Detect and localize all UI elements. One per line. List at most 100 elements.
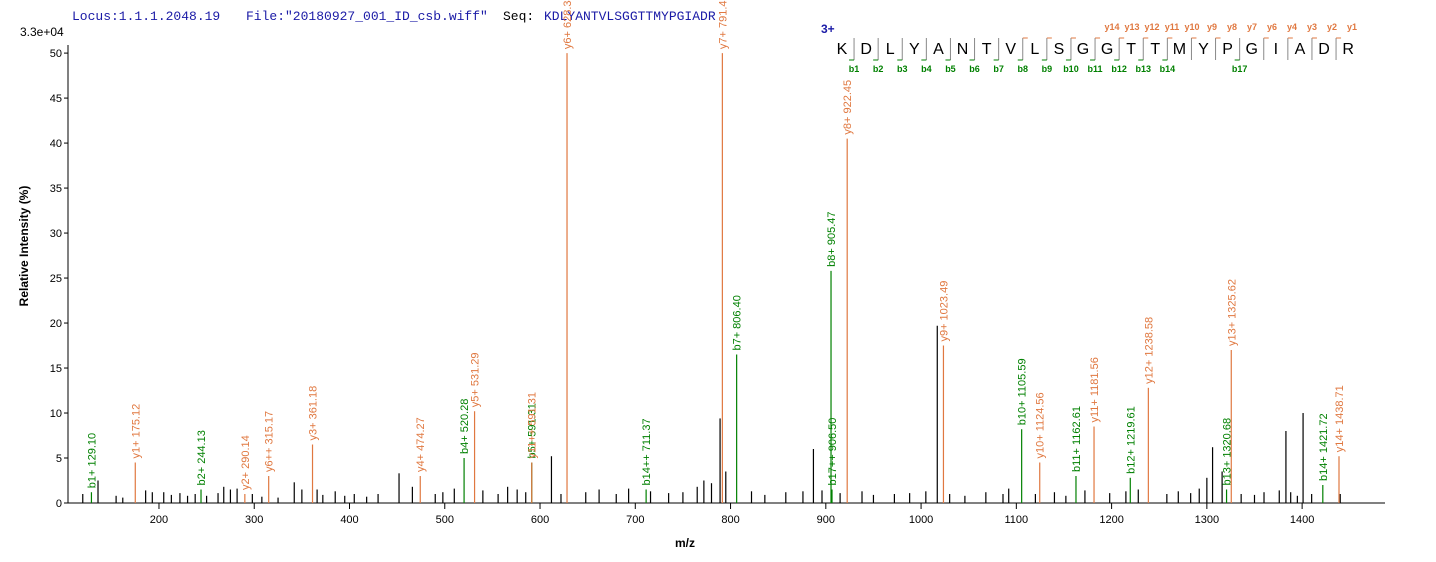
charge: 3+ [821, 22, 835, 36]
y-tick-label: 25 [50, 273, 62, 285]
y-tick-label: 40 [50, 138, 62, 150]
residue: V [1005, 41, 1016, 58]
peak-label: b1+ 129.10 [86, 433, 98, 488]
locus: Locus:1.1.1.2048.19 [72, 9, 220, 24]
x-tick-label: 1400 [1290, 514, 1314, 526]
residue: N [957, 41, 969, 58]
y-ion: y12 [1144, 22, 1159, 32]
peak-label: y3+ 361.18 [308, 386, 320, 441]
peak-label: y13+ 1325.62 [1226, 279, 1238, 346]
peak-label: y14+ 1438.71 [1334, 385, 1346, 452]
residue: R [1342, 41, 1354, 58]
b-ion: b6 [969, 64, 980, 74]
b-ion: b8 [1017, 64, 1028, 74]
residue: D [860, 41, 872, 58]
seq: KDLYANTVLSGGTTMYPGIADR [544, 9, 716, 24]
b-ion: b4 [921, 64, 932, 74]
peak-label: y7+ 791.41 [717, 0, 729, 49]
residue: Y [1198, 41, 1209, 58]
y-tick-label: 5 [56, 453, 62, 465]
peak-label: y5+ 531.29 [470, 352, 482, 407]
peak-label: b13+ 1320.68 [1222, 418, 1234, 486]
x-axis-label: m/z [675, 536, 695, 550]
residue: P [1222, 41, 1233, 58]
peak-label: b10+ 1105.59 [1017, 358, 1029, 425]
peak-label: y11++ 591.31 [527, 392, 539, 458]
peak-label: y6+ 628.34 [562, 0, 574, 49]
y-tick-label: 30 [50, 228, 62, 240]
y-ion: y3 [1307, 22, 1317, 32]
peak-label: y11+ 1181.56 [1089, 357, 1101, 422]
residue: A [933, 41, 944, 58]
x-tick-label: 1100 [1005, 514, 1029, 526]
peak-label: y9+ 1023.49 [938, 281, 950, 342]
peak-label: b11+ 1162.61 [1071, 406, 1083, 472]
peak-label: y6++ 315.17 [264, 411, 276, 472]
peak-label: y10+ 1124.56 [1035, 392, 1047, 458]
x-tick-label: 800 [721, 514, 739, 526]
residue: G [1245, 41, 1257, 58]
peak-label: b12+ 1219.61 [1125, 406, 1137, 474]
residue: T [1126, 41, 1136, 58]
x-tick-label: 500 [436, 514, 454, 526]
residue: G [1077, 41, 1089, 58]
peak-label: y12+ 1238.58 [1143, 317, 1155, 384]
y-ion: y11 [1165, 22, 1180, 32]
residue: L [886, 41, 895, 58]
peak-label: b17++ 906.50 [827, 418, 839, 486]
y-ion: y6 [1267, 22, 1277, 32]
y-tick-label: 45 [50, 93, 62, 105]
b-ion: b7 [993, 64, 1004, 74]
peak-label: b14++ 711.37 [641, 418, 653, 485]
x-tick-label: 1300 [1195, 514, 1219, 526]
residue: G [1101, 41, 1113, 58]
b-ion: b2 [873, 64, 884, 74]
residue: D [1318, 41, 1330, 58]
x-tick-label: 1200 [1099, 514, 1123, 526]
y-ion: y4 [1287, 22, 1297, 32]
b-ion: b1 [849, 64, 860, 74]
y-tick-label: 10 [50, 408, 62, 420]
peak-label: y4+ 474.27 [415, 417, 427, 472]
peak-label: y2+ 290.14 [240, 435, 252, 490]
x-tick-label: 700 [626, 514, 644, 526]
y-tick-label: 35 [50, 183, 62, 195]
residue: L [1030, 41, 1039, 58]
y-tick-label: 0 [56, 498, 62, 510]
residue: I [1274, 41, 1278, 58]
b-ion: b12 [1111, 64, 1127, 74]
peak-label: y1+ 175.12 [130, 404, 142, 459]
y-ion: y2 [1327, 22, 1337, 32]
b-ion: b17 [1232, 64, 1248, 74]
residue: M [1173, 41, 1186, 58]
b-ion: b11 [1088, 64, 1103, 74]
x-tick-label: 200 [150, 514, 168, 526]
scale-label: 3.3e+04 [20, 25, 64, 39]
y-ion: y14 [1104, 22, 1119, 32]
y-ion: y8 [1227, 22, 1237, 32]
peak-label: b2+ 244.13 [196, 430, 208, 485]
residue: K [837, 41, 848, 58]
b-ion: b10 [1063, 64, 1079, 74]
y-tick-label: 50 [50, 48, 62, 60]
x-tick-label: 300 [245, 514, 263, 526]
residue: A [1295, 41, 1306, 58]
x-tick-label: 1000 [909, 514, 933, 526]
y-ion: y9 [1207, 22, 1217, 32]
y-axis-label: Relative Intensity (%) [17, 186, 31, 307]
peak-label: y8+ 922.45 [842, 80, 854, 135]
residue: Y [909, 41, 920, 58]
peak-label: b14+ 1421.72 [1318, 413, 1330, 481]
peak-label: b7+ 806.40 [732, 295, 744, 350]
y-tick-label: 20 [50, 318, 62, 330]
y-tick-label: 15 [50, 363, 62, 375]
y-ion: y13 [1124, 22, 1139, 32]
x-tick-label: 400 [340, 514, 358, 526]
peak-label: b4+ 520.28 [459, 399, 471, 454]
b-ion: b5 [945, 64, 956, 74]
residue: S [1054, 41, 1065, 58]
peak-label: b5+ 591.31 [527, 403, 539, 458]
y-ion: y1 [1347, 22, 1357, 32]
y-ion: y10 [1184, 22, 1199, 32]
